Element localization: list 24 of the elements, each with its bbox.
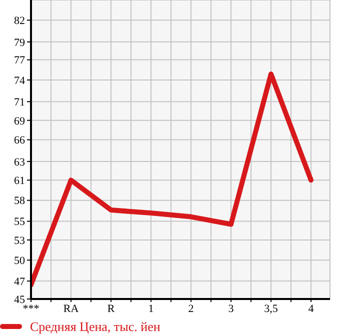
y-tick-label: 77 xyxy=(14,54,26,67)
y-tick-label: 71 xyxy=(14,96,25,109)
y-tick-label: 55 xyxy=(14,216,26,228)
y-tick-label: 58 xyxy=(14,195,26,208)
legend-label: Средняя Цена, тыс. йен xyxy=(30,319,160,335)
y-tick-label: 63 xyxy=(14,156,26,168)
y-tick-label: 69 xyxy=(14,115,26,128)
y-tick-label: 53 xyxy=(14,234,26,247)
x-tick-label: 1 xyxy=(148,302,154,315)
y-tick-label: 82 xyxy=(14,15,25,28)
y-tick-label: 47 xyxy=(14,276,26,288)
x-tick-label: 3 xyxy=(228,302,234,315)
y-tick-label: 50 xyxy=(14,255,26,268)
y-tick-label: 66 xyxy=(14,134,26,147)
x-tick-label: 4 xyxy=(308,302,314,315)
y-tick-label: 45 xyxy=(14,294,26,306)
y-tick-label: 74 xyxy=(14,74,26,87)
x-tick-label: 3,5 xyxy=(264,302,278,315)
x-tick-label: RA xyxy=(63,302,79,315)
y-tick-label: 61 xyxy=(14,175,25,188)
x-tick-label: R xyxy=(107,302,116,315)
x-tick-label: 2 xyxy=(188,302,194,315)
y-tick-label: 79 xyxy=(14,36,26,49)
x-tick-label: *** xyxy=(22,302,40,315)
